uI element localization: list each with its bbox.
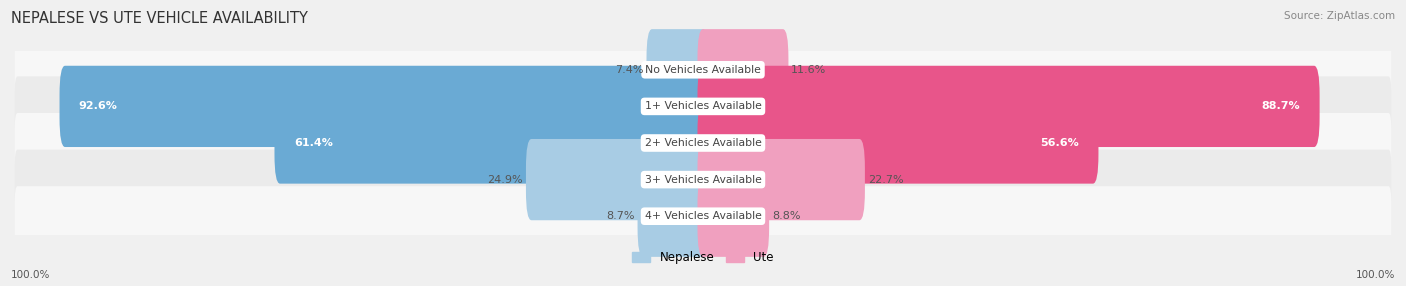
FancyBboxPatch shape xyxy=(697,176,769,257)
Text: 61.4%: 61.4% xyxy=(294,138,333,148)
FancyBboxPatch shape xyxy=(697,139,865,220)
Text: 8.8%: 8.8% xyxy=(772,211,800,221)
Legend: Nepalese, Ute: Nepalese, Ute xyxy=(627,247,779,269)
Text: 11.6%: 11.6% xyxy=(792,65,827,75)
Text: No Vehicles Available: No Vehicles Available xyxy=(645,65,761,75)
Text: 88.7%: 88.7% xyxy=(1261,102,1301,111)
Text: NEPALESE VS UTE VEHICLE AVAILABILITY: NEPALESE VS UTE VEHICLE AVAILABILITY xyxy=(11,11,308,26)
Text: 100.0%: 100.0% xyxy=(1355,270,1395,280)
FancyBboxPatch shape xyxy=(274,102,709,184)
Text: 92.6%: 92.6% xyxy=(79,102,118,111)
Text: 2+ Vehicles Available: 2+ Vehicles Available xyxy=(644,138,762,148)
Text: 4+ Vehicles Available: 4+ Vehicles Available xyxy=(644,211,762,221)
FancyBboxPatch shape xyxy=(647,29,709,110)
Text: 56.6%: 56.6% xyxy=(1040,138,1080,148)
Text: 1+ Vehicles Available: 1+ Vehicles Available xyxy=(644,102,762,111)
FancyBboxPatch shape xyxy=(59,66,709,147)
Text: 7.4%: 7.4% xyxy=(616,65,644,75)
Text: 8.7%: 8.7% xyxy=(606,211,634,221)
FancyBboxPatch shape xyxy=(526,139,709,220)
FancyBboxPatch shape xyxy=(14,150,1392,211)
Text: 3+ Vehicles Available: 3+ Vehicles Available xyxy=(644,175,762,184)
FancyBboxPatch shape xyxy=(14,186,1392,248)
FancyBboxPatch shape xyxy=(697,29,789,110)
FancyBboxPatch shape xyxy=(697,66,1320,147)
FancyBboxPatch shape xyxy=(14,76,1392,138)
FancyBboxPatch shape xyxy=(697,102,1098,184)
Text: Source: ZipAtlas.com: Source: ZipAtlas.com xyxy=(1284,11,1395,21)
Text: 100.0%: 100.0% xyxy=(11,270,51,280)
FancyBboxPatch shape xyxy=(14,113,1392,174)
Text: 24.9%: 24.9% xyxy=(488,175,523,184)
FancyBboxPatch shape xyxy=(14,40,1392,101)
FancyBboxPatch shape xyxy=(637,176,709,257)
Text: 22.7%: 22.7% xyxy=(868,175,903,184)
